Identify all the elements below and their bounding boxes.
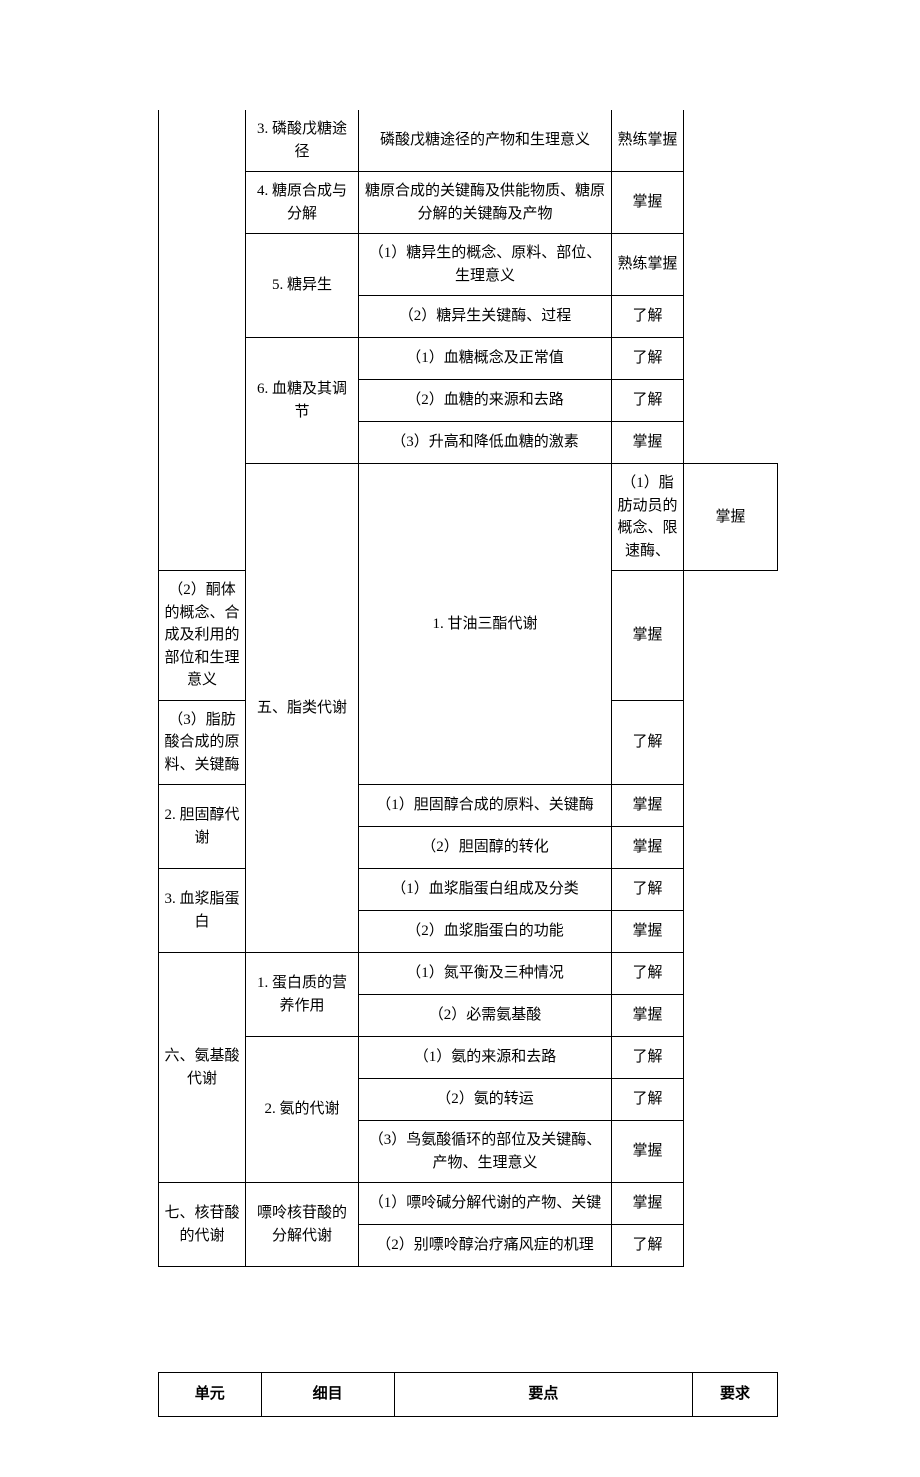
requirement-cell: 掌握 xyxy=(612,785,684,827)
requirement-cell: 熟练掌握 xyxy=(612,110,684,172)
requirement-cell: 掌握 xyxy=(612,422,684,464)
requirement-cell: 了解 xyxy=(612,953,684,995)
requirement-cell: 了解 xyxy=(612,1037,684,1079)
requirement-cell: 了解 xyxy=(612,296,684,338)
header-requirement: 要求 xyxy=(693,1373,778,1417)
header-detail: 细目 xyxy=(261,1373,394,1417)
syllabus-table-2: 单元 细目 要点 要求 xyxy=(158,1372,778,1417)
requirement-cell: 掌握 xyxy=(612,827,684,869)
point-cell: （1）胆固醇合成的原料、关键酶 xyxy=(359,785,612,827)
point-cell: （2）血糖的来源和去路 xyxy=(359,380,612,422)
point-cell: （2）必需氨基酸 xyxy=(359,995,612,1037)
requirement-cell: 掌握 xyxy=(612,1121,684,1183)
detail-cell: 2. 氨的代谢 xyxy=(246,1037,359,1183)
point-cell: （1）脂肪动员的概念、限速酶、 xyxy=(612,464,684,571)
detail-cell: 嘌呤核苷酸的分解代谢 xyxy=(246,1183,359,1267)
detail-cell: 2. 胆固醇代谢 xyxy=(159,785,246,869)
point-cell: （1）嘌呤碱分解代谢的产物、关键 xyxy=(359,1183,612,1225)
syllabus-table-1-body: 3. 磷酸戊糖途径磷酸戊糖途径的产物和生理意义熟练掌握 4. 糖原合成与分解糖原合… xyxy=(159,110,778,1267)
unit-cell: 五、脂类代谢 xyxy=(246,464,359,953)
unit-cell: 七、核苷酸的代谢 xyxy=(159,1183,246,1267)
point-cell: 糖原合成的关键酶及供能物质、糖原分解的关键酶及产物 xyxy=(359,172,612,234)
detail-cell: 3. 血浆脂蛋白 xyxy=(159,869,246,953)
requirement-cell: 熟练掌握 xyxy=(612,234,684,296)
detail-cell: 5. 糖异生 xyxy=(246,234,359,338)
point-cell: （1）血浆脂蛋白组成及分类 xyxy=(359,869,612,911)
requirement-cell: 了解 xyxy=(612,700,684,785)
requirement-cell: 掌握 xyxy=(612,571,684,701)
requirement-cell: 掌握 xyxy=(612,911,684,953)
requirement-cell: 掌握 xyxy=(612,1183,684,1225)
point-cell: （2）血浆脂蛋白的功能 xyxy=(359,911,612,953)
point-cell: （1）血糖概念及正常值 xyxy=(359,338,612,380)
unit-cell xyxy=(159,110,246,571)
detail-cell: 1. 甘油三酯代谢 xyxy=(359,464,612,785)
requirement-cell: 了解 xyxy=(612,380,684,422)
detail-cell: 4. 糖原合成与分解 xyxy=(246,172,359,234)
point-cell: （1）氮平衡及三种情况 xyxy=(359,953,612,995)
requirement-cell: 掌握 xyxy=(612,172,684,234)
syllabus-table-1: 3. 磷酸戊糖途径磷酸戊糖途径的产物和生理意义熟练掌握 4. 糖原合成与分解糖原合… xyxy=(158,110,778,1267)
point-cell: （2）氨的转运 xyxy=(359,1079,612,1121)
header-unit: 单元 xyxy=(159,1373,262,1417)
header-point: 要点 xyxy=(394,1373,692,1417)
point-cell: （2）别嘌呤醇治疗痛风症的机理 xyxy=(359,1225,612,1267)
point-cell: （2）酮体的概念、合成及利用的部位和生理意义 xyxy=(159,571,246,701)
unit-cell: 六、氨基酸代谢 xyxy=(159,953,246,1183)
point-cell: （1）糖异生的概念、原料、部位、生理意义 xyxy=(359,234,612,296)
detail-cell: 6. 血糖及其调节 xyxy=(246,338,359,464)
detail-cell: 3. 磷酸戊糖途径 xyxy=(246,110,359,172)
point-cell: （3）鸟氨酸循环的部位及关键酶、产物、生理意义 xyxy=(359,1121,612,1183)
point-cell: 磷酸戊糖途径的产物和生理意义 xyxy=(359,110,612,172)
detail-cell: 1. 蛋白质的营养作用 xyxy=(246,953,359,1037)
requirement-cell: 了解 xyxy=(612,1225,684,1267)
point-cell: （3）脂肪酸合成的原料、关键酶 xyxy=(159,700,246,785)
point-cell: （1）氨的来源和去路 xyxy=(359,1037,612,1079)
requirement-cell: 掌握 xyxy=(684,464,778,571)
requirement-cell: 掌握 xyxy=(612,995,684,1037)
requirement-cell: 了解 xyxy=(612,1079,684,1121)
point-cell: （3）升高和降低血糖的激素 xyxy=(359,422,612,464)
requirement-cell: 了解 xyxy=(612,869,684,911)
point-cell: （2）胆固醇的转化 xyxy=(359,827,612,869)
point-cell: （2）糖异生关键酶、过程 xyxy=(359,296,612,338)
requirement-cell: 了解 xyxy=(612,338,684,380)
